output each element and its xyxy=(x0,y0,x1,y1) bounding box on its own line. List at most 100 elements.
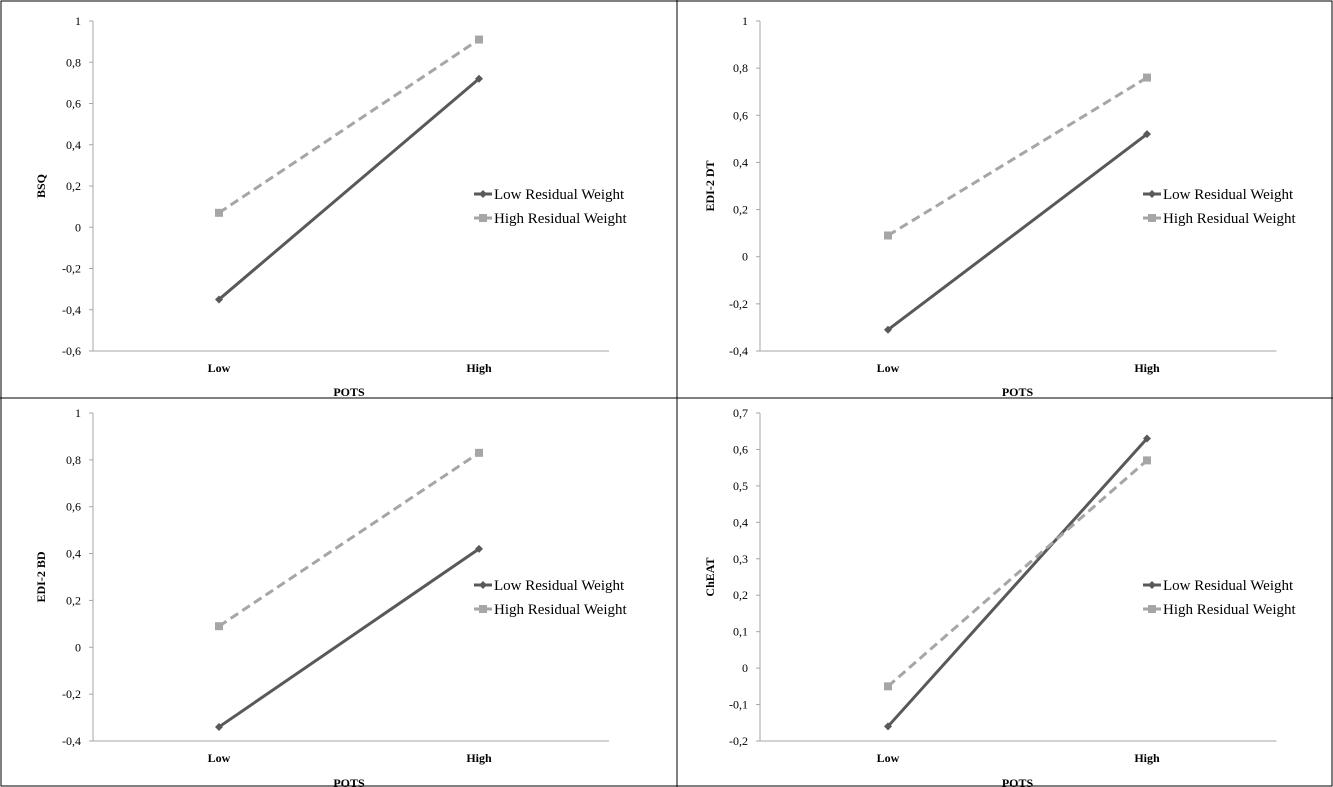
y-tick-label: 0,8 xyxy=(733,61,748,75)
x-tick-label: Low xyxy=(208,751,231,765)
y-tick-label: -0,6 xyxy=(62,344,81,358)
legend-entry: Low Residual Weight xyxy=(474,578,625,594)
data-point-diamond xyxy=(1143,434,1151,443)
x-axis-title: POTS xyxy=(1002,776,1034,787)
legend-marker-diamond xyxy=(1148,581,1156,589)
data-point-diamond xyxy=(1143,130,1151,139)
y-tick-label: 0,6 xyxy=(733,108,748,122)
x-tick-label: High xyxy=(466,751,492,765)
y-tick-label: 1 xyxy=(75,14,81,28)
series-line-high-residual-weight xyxy=(218,451,480,628)
y-tick-label: 1 xyxy=(75,406,81,420)
x-tick-label: Low xyxy=(877,751,900,765)
y-tick-label: 0 xyxy=(742,250,748,264)
y-axis-title: BSQ xyxy=(34,174,48,198)
y-tick-label: 0,6 xyxy=(66,97,81,111)
data-point-diamond xyxy=(884,325,892,334)
legend-label: Low Residual Weight xyxy=(1163,187,1294,203)
legend-marker-diamond xyxy=(479,190,487,198)
chart-panel-2: -0,4 -0,2 0 0,2 0,4 0,6 0,8 1 Low High POTS EDI-2 D… xyxy=(703,14,1297,399)
y-tick-label: 0,7 xyxy=(733,406,748,420)
x-axis-title: POTS xyxy=(333,776,365,787)
data-point-square xyxy=(215,622,223,631)
legend-label: Low Residual Weight xyxy=(1163,578,1294,594)
y-tick-label: 0,1 xyxy=(733,625,748,639)
chart-panel-3: -0,4 -0,2 0 0,2 0,4 0,6 0,8 1 Low High POTS EDI-2 B… xyxy=(34,406,628,787)
legend-entry: High Residual Weight xyxy=(474,211,628,227)
y-tick-label: 0,2 xyxy=(66,179,81,193)
legend-entry: High Residual Weight xyxy=(474,602,628,618)
series-line-high-residual-weight xyxy=(218,38,480,215)
legend-label: High Residual Weight xyxy=(1163,211,1297,227)
legend-marker-square xyxy=(479,605,487,613)
y-tick-label: 0,8 xyxy=(66,55,81,69)
y-tick-label: 0,2 xyxy=(733,588,748,602)
data-point-diamond xyxy=(215,722,223,731)
y-tick-label: 0,4 xyxy=(733,515,748,529)
y-tick-label: 0,4 xyxy=(733,155,748,169)
y-axis-title: EDI-2 DT xyxy=(703,160,717,211)
data-point-square xyxy=(1143,456,1151,465)
chart-panel-1: -0,6 -0,4 -0,2 0 0,2 0,4 0,6 0,8 1 Low High POTS BSQ… xyxy=(34,14,628,399)
y-tick-label: 0,6 xyxy=(733,442,748,456)
data-point-diamond xyxy=(215,295,223,304)
legend-marker-diamond xyxy=(1148,190,1156,198)
y-tick-label: -0,2 xyxy=(62,687,81,701)
legend-marker-square xyxy=(1148,605,1156,613)
y-tick-label: -0,4 xyxy=(62,734,81,748)
y-tick-label: 0 xyxy=(75,220,81,234)
legend-entry: Low Residual Weight xyxy=(474,187,625,203)
y-tick-label: 0,2 xyxy=(733,203,748,217)
x-tick-label: High xyxy=(1134,361,1160,375)
data-point-square xyxy=(475,448,483,457)
legend-entry: High Residual Weight xyxy=(1143,602,1297,618)
y-tick-label: 0,4 xyxy=(66,138,81,152)
series-line-high-residual-weight xyxy=(887,459,1148,688)
data-point-diamond xyxy=(884,722,892,731)
y-tick-label: -0,4 xyxy=(62,303,81,317)
data-point-square xyxy=(1143,73,1151,82)
series-line-low-residual-weight xyxy=(218,77,480,301)
legend-label: High Residual Weight xyxy=(494,211,628,227)
y-tick-label: -0,1 xyxy=(729,698,748,712)
series-line-low-residual-weight xyxy=(218,547,480,729)
y-tick-label: 0 xyxy=(75,640,81,654)
series-line-low-residual-weight xyxy=(887,132,1148,331)
y-tick-label: 0,4 xyxy=(66,547,81,561)
y-tick-label: -0,2 xyxy=(62,262,81,276)
legend-marker-square xyxy=(479,214,487,222)
series-line-low-residual-weight xyxy=(886,437,1149,728)
legend-label: Low Residual Weight xyxy=(494,578,625,594)
y-tick-label: -0,4 xyxy=(729,344,748,358)
x-tick-label: Low xyxy=(877,361,900,375)
x-tick-label: High xyxy=(1134,751,1160,765)
y-tick-label: 0,3 xyxy=(733,552,748,566)
legend-marker-diamond xyxy=(479,581,487,589)
data-point-square xyxy=(884,682,892,691)
y-tick-label: 0,8 xyxy=(66,453,81,467)
y-tick-label: 1 xyxy=(742,14,748,28)
y-tick-label: 0,5 xyxy=(733,479,748,493)
series-line-high-residual-weight xyxy=(887,76,1148,237)
legend-label: High Residual Weight xyxy=(494,602,628,618)
data-point-diamond xyxy=(475,74,483,83)
y-tick-label: -0,2 xyxy=(729,734,748,748)
x-tick-label: Low xyxy=(208,361,231,375)
chart-panel-4: -0,2 -0,1 0 0,1 0,2 0,3 0,4 0,5 0,6 0,7 Low High POT… xyxy=(703,406,1297,787)
y-tick-label: -0,2 xyxy=(729,297,748,311)
legend-label: Low Residual Weight xyxy=(494,187,625,203)
legend-label: High Residual Weight xyxy=(1163,602,1297,618)
x-axis-title: POTS xyxy=(1002,385,1034,399)
data-point-diamond xyxy=(475,544,483,553)
y-tick-label: 0,6 xyxy=(66,500,81,514)
legend-entry: Low Residual Weight xyxy=(1143,187,1294,203)
x-tick-label: High xyxy=(466,361,492,375)
legend-entry: Low Residual Weight xyxy=(1143,578,1294,594)
legend-marker-square xyxy=(1148,214,1156,222)
data-point-square xyxy=(475,35,483,44)
data-point-square xyxy=(884,231,892,240)
data-point-square xyxy=(215,208,223,217)
y-axis-title: EDI-2 BD xyxy=(34,551,48,602)
